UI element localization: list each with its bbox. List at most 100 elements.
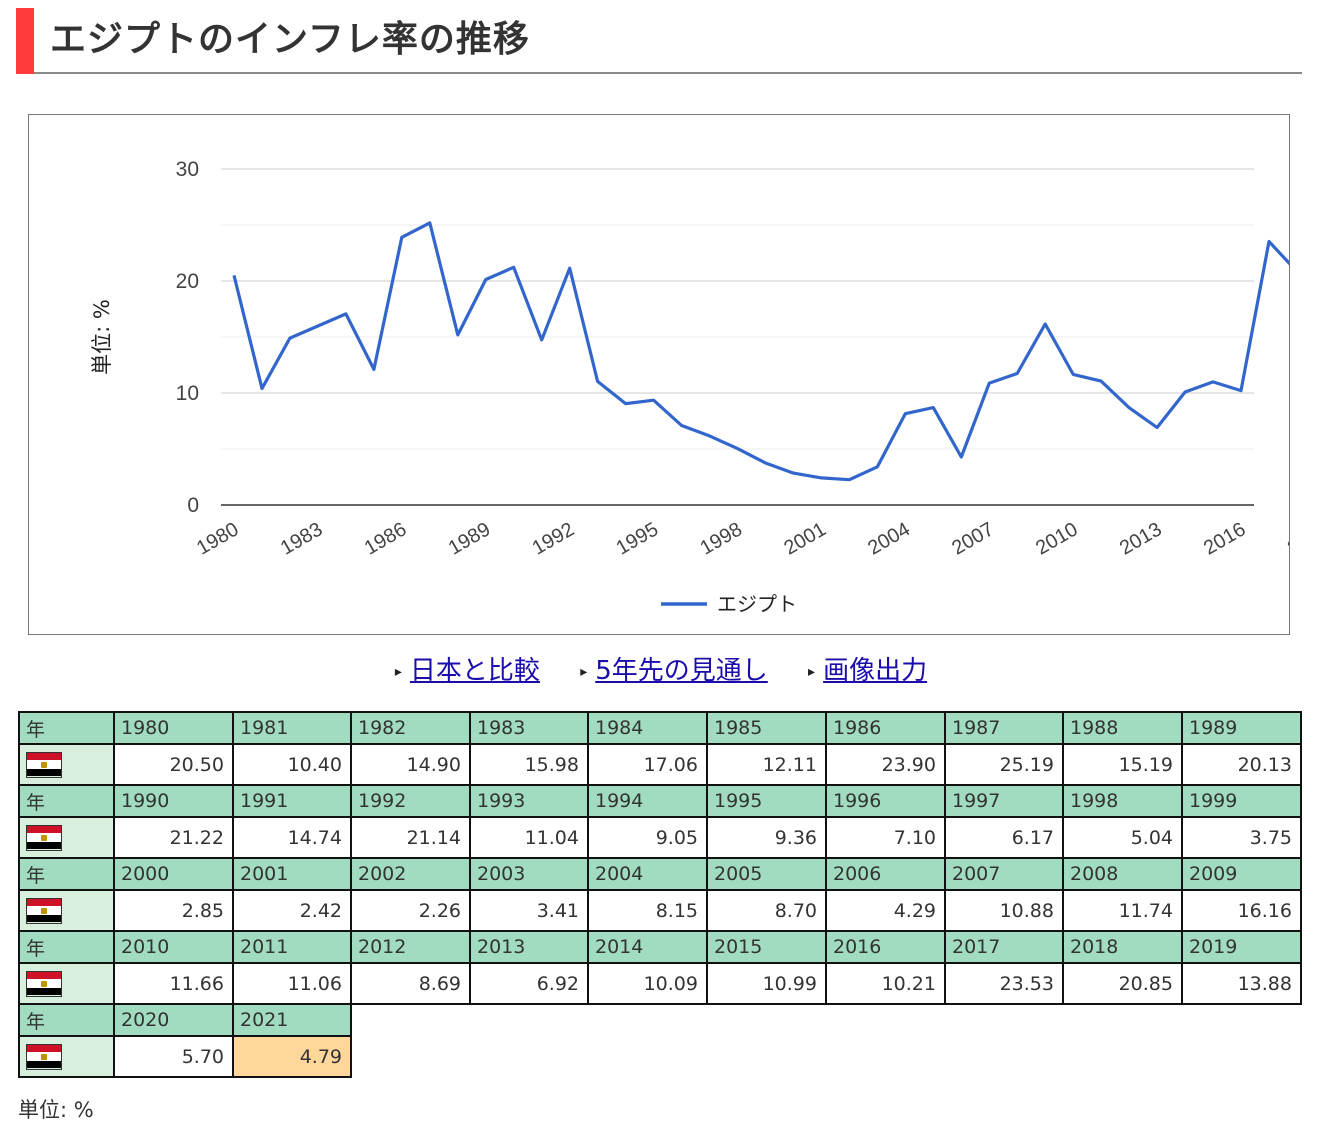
value-cell: 16.16 (1181, 889, 1302, 932)
year-cell: 2004 (587, 857, 708, 891)
data-point (1267, 239, 1271, 243)
year-cell: 1999 (1181, 784, 1302, 818)
chart-container: 0 10 20 30 単位: % 1980 1983 1986 1989 1992 1995 1998… (28, 114, 1290, 635)
year-cell: 1986 (825, 711, 946, 745)
value-cell: 20.85 (1062, 962, 1183, 1005)
value-cell: 11.04 (469, 816, 589, 859)
action-links: ▸ 日本と比較 ▸ 5年先の見通し ▸ 画像出力 (0, 650, 1322, 687)
value-cell: 25.19 (944, 743, 1064, 786)
value-cell: 23.53 (944, 962, 1064, 1005)
series-line-egypt (232, 221, 1289, 482)
empty-cell (351, 1004, 470, 1036)
data-point (652, 398, 656, 402)
year-cell: 1998 (1062, 784, 1183, 818)
value-cell: 11.06 (232, 962, 352, 1005)
value-cell: 8.70 (706, 889, 827, 932)
data-point (736, 447, 740, 451)
value-row: 20.50 10.40 14.90 15.98 17.06 12.11 23.90 25.19… (18, 743, 1302, 786)
value-cell: 11.66 (113, 962, 234, 1005)
value-cell: 14.74 (232, 816, 352, 859)
data-point (1127, 406, 1131, 410)
empty-cell (945, 1036, 1063, 1077)
value-cell: 20.13 (1181, 743, 1302, 786)
five-year-outlook-link[interactable]: 5年先の見通し (595, 656, 768, 686)
year-cell: 2012 (350, 930, 471, 964)
heading-accent-bar (16, 8, 34, 74)
year-cell: 1992 (350, 784, 471, 818)
image-export-link[interactable]: 画像出力 (823, 656, 928, 686)
x-tick-label: 1980 (193, 518, 243, 559)
year-cell: 1990 (113, 784, 234, 818)
year-cell: 2007 (944, 857, 1064, 891)
link-compare-japan-item: ▸ 日本と比較 (395, 650, 540, 687)
year-header-row: 年 1980 1981 1982 1983 1984 1985 1986 1987 1988 198… (18, 711, 1302, 745)
value-cell: 20.50 (113, 743, 234, 786)
value-cell: 9.05 (587, 816, 708, 859)
year-header-label: 年 (18, 711, 115, 745)
data-point (1099, 379, 1103, 383)
data-point (456, 333, 460, 337)
data-point (624, 402, 628, 406)
data-point (316, 324, 320, 328)
value-cell: 10.99 (706, 962, 827, 1005)
value-row: 11.66 11.06 8.69 6.92 10.09 10.99 10.21 23.53 20… (18, 962, 1302, 1005)
data-point (372, 367, 376, 371)
x-tick-label: 1992 (529, 518, 579, 559)
year-cell: 2005 (706, 857, 827, 891)
value-cell: 7.10 (825, 816, 946, 859)
year-cell: 1993 (469, 784, 589, 818)
data-point (540, 338, 544, 342)
y-axis-label: 単位: % (90, 299, 114, 375)
flag-cell (18, 962, 115, 1005)
x-tick-label: 2010 (1032, 518, 1082, 559)
data-point (1183, 390, 1187, 394)
year-header-label: 年 (18, 1003, 115, 1037)
empty-cell (351, 1036, 470, 1077)
value-cell: 6.17 (944, 816, 1064, 859)
year-cell: 2003 (469, 857, 589, 891)
value-cell: 10.40 (232, 743, 352, 786)
triangle-bullet-icon: ▸ (394, 663, 402, 680)
inflation-data-table: 年 1980 1981 1982 1983 1984 1985 1986 1987 1988 198… (18, 711, 1302, 1078)
data-point (819, 476, 823, 480)
link-outlook-item: ▸ 5年先の見通し (580, 650, 768, 687)
value-cell: 10.21 (825, 962, 946, 1005)
link-image-export-item: ▸ 画像出力 (808, 650, 927, 687)
x-tick-label: 1998 (696, 518, 746, 559)
year-header-label: 年 (18, 857, 115, 891)
x-tick-label: 2013 (1116, 518, 1166, 559)
egypt-flag-icon (26, 751, 62, 778)
triangle-bullet-icon: ▸ (580, 663, 588, 680)
year-cell: 1987 (944, 711, 1064, 745)
x-tick-label: 1995 (613, 518, 663, 559)
year-cell: 2015 (706, 930, 827, 964)
x-tick-label: 2016 (1200, 518, 1250, 559)
data-point (987, 381, 991, 385)
year-cell: 2011 (232, 930, 352, 964)
value-cell: 23.90 (825, 743, 946, 786)
value-cell: 21.14 (350, 816, 471, 859)
year-cell: 1984 (587, 711, 708, 745)
year-cell: 2014 (587, 930, 708, 964)
data-point (680, 423, 684, 427)
year-cell: 1989 (1181, 711, 1302, 745)
year-cell: 2020 (113, 1003, 234, 1037)
year-cell: 2010 (113, 930, 234, 964)
year-cell: 1997 (944, 784, 1064, 818)
data-point (512, 265, 516, 269)
x-tick-label: 1983 (277, 518, 327, 559)
year-header-row: 年 2000 2001 2002 2003 2004 2005 2006 2007 2008 200… (18, 857, 1302, 891)
data-point (1015, 372, 1019, 376)
compare-japan-link[interactable]: 日本と比較 (409, 656, 540, 686)
year-cell: 1980 (113, 711, 234, 745)
year-cell: 1981 (232, 711, 352, 745)
y-tick-label: 30 (176, 158, 199, 181)
year-cell: 2001 (232, 857, 352, 891)
year-cell: 2002 (350, 857, 471, 891)
year-cell: 2018 (1062, 930, 1183, 964)
value-cell: 15.98 (469, 743, 589, 786)
empty-cell (707, 1004, 826, 1036)
data-point (344, 312, 348, 316)
y-tick-label: 0 (187, 494, 199, 517)
year-cell: 1983 (469, 711, 589, 745)
